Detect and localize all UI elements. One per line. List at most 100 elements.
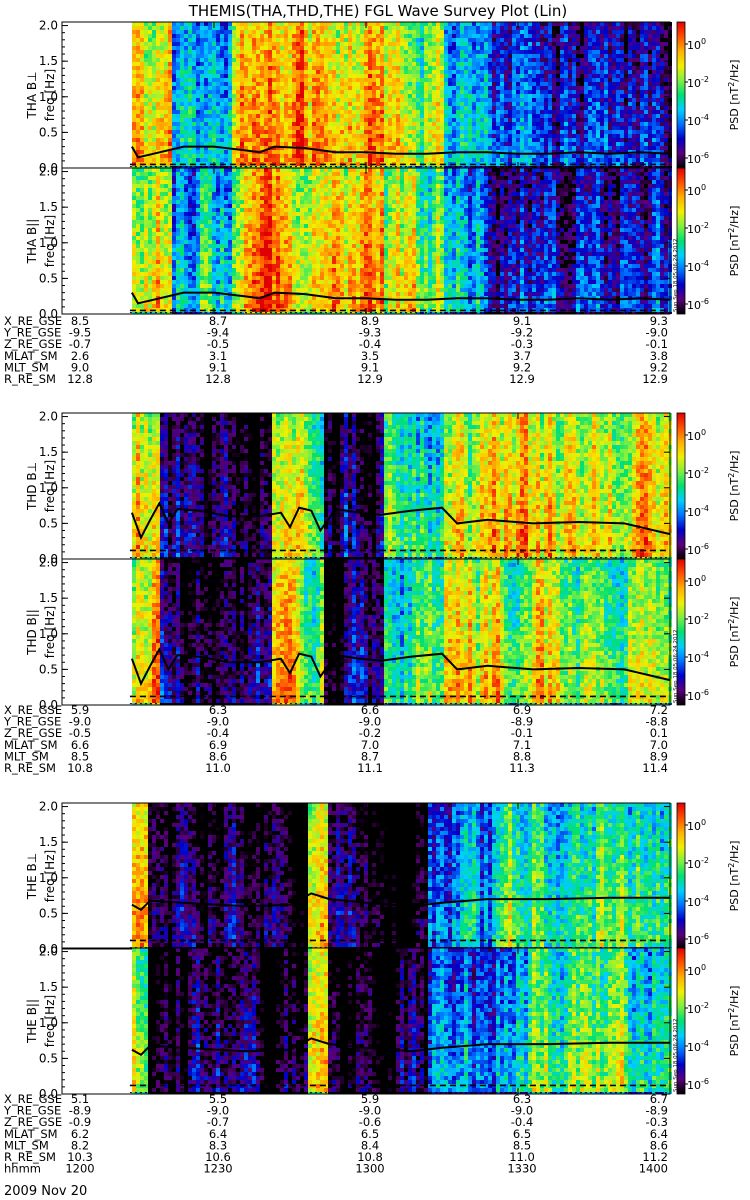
ephemeris-row-label: R_RE_SM	[4, 761, 56, 775]
ephemeris-thd: X_RE_GSE 5.9 6.3 6.6 6.9 7.2Y_RE_GSE -9.0 -9.0-…	[3, 703, 668, 775]
y-tick-label: 0.5	[39, 662, 58, 676]
ephemeris-value: 12.9	[357, 372, 383, 386]
colorbar-tick-label: 100	[687, 428, 706, 443]
panel-label: THD B⊥	[25, 462, 39, 511]
ephemeris-value: 11.3	[509, 761, 535, 775]
colorbar-tick-label: 10-2	[687, 1001, 709, 1016]
ephemeris-value: 10.8	[67, 761, 93, 775]
y-axis-label: freq [Hz]	[43, 215, 57, 267]
ephemeris-value: 12.8	[67, 372, 93, 386]
ephemeris-row-label: hhmm	[4, 1162, 41, 1176]
timestamp: Sun Sep 18 05:06:24 2012	[673, 1018, 679, 1092]
y-tick-label: 2.0	[39, 945, 58, 959]
colorbar-tick-label: 10-4	[687, 894, 709, 909]
colorbar-tick-label: 10-2	[687, 612, 709, 627]
colorbar-label: PSD [nT2/Hz]	[727, 60, 741, 131]
colorbar-tick-label: 10-4	[687, 650, 709, 665]
ephemeris-value: 12.9	[642, 372, 668, 386]
y-tick-label: 1.5	[39, 980, 58, 994]
ephemeris-value: 11.4	[642, 761, 668, 775]
colorbar: 100 10-2 10-4 10-6 PSD [nT2/Hz] Sun Sep 18 05…	[673, 948, 741, 1094]
spectrogram-thd-1	[132, 559, 672, 705]
colorbar-tick-label: 10-4	[687, 113, 709, 128]
ephemeris-value: 1300	[355, 1162, 384, 1176]
colorbar-tick-label: 10-6	[687, 688, 709, 703]
y-tick-label: 0.5	[39, 516, 58, 530]
y-tick-label: 2.0	[39, 165, 58, 179]
colorbar-tick-label: 10-6	[687, 297, 709, 312]
colorbar-tick-label: 10-4	[687, 259, 709, 274]
y-tick-label: 0.5	[39, 271, 58, 285]
colorbar-ramp	[677, 803, 685, 949]
panel-label: THE B⊥	[25, 853, 39, 900]
colorbar-ramp	[677, 413, 685, 559]
ephemeris-value: 11.1	[357, 761, 383, 775]
spectrogram-the-0	[132, 803, 672, 949]
colorbar-tick-label: 10-2	[687, 75, 709, 90]
ephemeris-the: X_RE_GSE 5.1 5.5 5.9 6.3 6.7Y_RE_GSE -8.9 -9.0-…	[3, 1092, 668, 1176]
panel-label: THD B||	[25, 609, 39, 656]
plot-title: THEMIS(THA,THD,THE) FGL Wave Survey Plot…	[188, 2, 567, 20]
ephemeris-row-label: R_RE_SM	[4, 372, 56, 386]
ephemeris-value: 12.8	[205, 372, 231, 386]
spectrogram-the-1	[132, 948, 672, 1094]
colorbar-tick-label: 10-2	[687, 221, 709, 236]
colorbar-tick-label: 100	[687, 963, 706, 978]
colorbar-tick-label: 10-6	[687, 542, 709, 557]
colorbar-ramp	[677, 22, 685, 168]
panel-label: THA B⊥	[25, 71, 39, 119]
y-axis-label: freq [Hz]	[43, 995, 57, 1047]
y-axis-label: freq [Hz]	[43, 69, 57, 121]
panel-label: THA B||	[25, 219, 39, 265]
y-tick-label: 2.0	[39, 19, 58, 33]
colorbar-tick-label: 10-6	[687, 1077, 709, 1092]
colorbar-tick-label: 100	[687, 183, 706, 198]
ephemeris-value: 1200	[65, 1162, 94, 1176]
colorbar-label: PSD [nT2/Hz]	[727, 597, 741, 668]
spectrogram-thd-0	[132, 413, 672, 559]
date-label: 2009 Nov 20	[4, 1184, 87, 1199]
colorbar-tick-label: 100	[687, 574, 706, 589]
colorbar: 100 10-2 10-4 10-6 PSD [nT2/Hz]	[677, 22, 741, 168]
y-axis-label: freq [Hz]	[43, 850, 57, 902]
y-axis-label: freq [Hz]	[43, 606, 57, 658]
panel-label: THE B||	[25, 999, 39, 1044]
colorbar-label: PSD [nT2/Hz]	[727, 206, 741, 277]
y-tick-label: 2.0	[39, 556, 58, 570]
colorbar-tick-label: 100	[687, 37, 706, 52]
colorbar-tick-label: 10-2	[687, 856, 709, 871]
colorbar-tick-label: 10-2	[687, 466, 709, 481]
y-tick-label: 2.0	[39, 410, 58, 424]
ephemeris-value: 12.9	[509, 372, 535, 386]
colorbar-tick-label: 10-4	[687, 1039, 709, 1054]
colorbar-tick-label: 10-6	[687, 151, 709, 166]
colorbar-label: PSD [nT2/Hz]	[727, 986, 741, 1057]
ephemeris-value: 1330	[507, 1162, 536, 1176]
colorbar-label: PSD [nT2/Hz]	[727, 841, 741, 912]
colorbar-tick-label: 100	[687, 818, 706, 833]
y-tick-label: 0.5	[39, 1051, 58, 1065]
ephemeris-value: 1230	[203, 1162, 232, 1176]
y-tick-label: 0.5	[39, 906, 58, 920]
y-tick-label: 0.5	[39, 125, 58, 139]
timestamp: Sun Sep 18 05:06:24 2012	[673, 629, 679, 703]
colorbar: 100 10-2 10-4 10-6 PSD [nT2/Hz] Sun Sep 18 05…	[673, 559, 741, 705]
ephemeris-value: 1400	[639, 1162, 668, 1176]
y-tick-label: 1.5	[39, 835, 58, 849]
y-tick-label: 2.0	[39, 800, 58, 814]
y-tick-label: 1.5	[39, 54, 58, 68]
ephemeris-value: 11.0	[205, 761, 231, 775]
y-tick-label: 1.5	[39, 200, 58, 214]
